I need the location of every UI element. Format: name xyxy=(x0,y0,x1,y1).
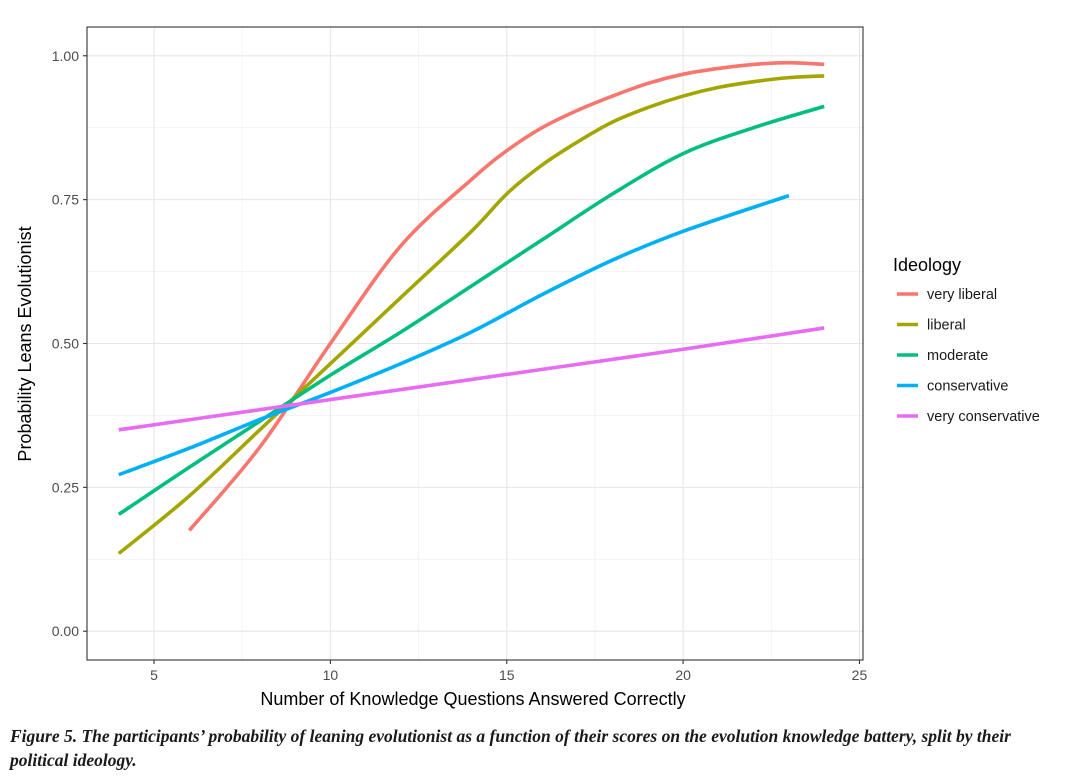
chart: 5 10 15 20 25 0.00 0.25 0.50 0.75 1.00 Number of… xyxy=(15,26,1040,709)
x-tick-label: 25 xyxy=(852,667,868,683)
y-tick-label: 0.25 xyxy=(52,479,79,495)
series-group xyxy=(117,60,825,555)
series-line-very-liberal xyxy=(187,60,825,532)
series-line-conservative xyxy=(118,193,790,477)
legend-label-moderate: moderate xyxy=(927,348,988,364)
legend-label-very-conservative: very conservative xyxy=(927,409,1040,425)
y-axis-title: Probability Leans Evolutionist xyxy=(15,226,35,461)
x-axis-title: Number of Knowledge Questions Answered C… xyxy=(260,689,685,709)
x-tick-label: 15 xyxy=(499,667,515,683)
series-line-moderate xyxy=(117,104,825,516)
axis-ticks xyxy=(83,55,861,664)
series-line-very-conservative xyxy=(118,326,825,432)
y-tick-label: 1.00 xyxy=(52,48,79,64)
legend-title: Ideology xyxy=(893,255,961,275)
y-tick-label: 0.75 xyxy=(52,192,79,208)
x-tick-label: 5 xyxy=(150,667,158,683)
legend-label-very-liberal: very liberal xyxy=(927,287,997,303)
y-tick-label: 0.50 xyxy=(52,336,79,352)
legend: Ideology very liberal liberal moderate cons… xyxy=(893,255,1040,425)
x-tick-labels: 5 10 15 20 25 xyxy=(150,667,867,683)
figure-caption: Figure 5. The participants’ probability … xyxy=(10,726,1011,770)
x-tick-label: 20 xyxy=(675,667,691,683)
grid-major xyxy=(87,27,863,660)
x-tick-label: 10 xyxy=(323,667,339,683)
y-tick-labels: 0.00 0.25 0.50 0.75 1.00 xyxy=(52,48,79,639)
y-tick-label: 0.00 xyxy=(52,623,79,639)
legend-label-liberal: liberal xyxy=(927,318,966,334)
series-line-liberal xyxy=(117,74,825,555)
legend-label-conservative: conservative xyxy=(927,379,1008,395)
